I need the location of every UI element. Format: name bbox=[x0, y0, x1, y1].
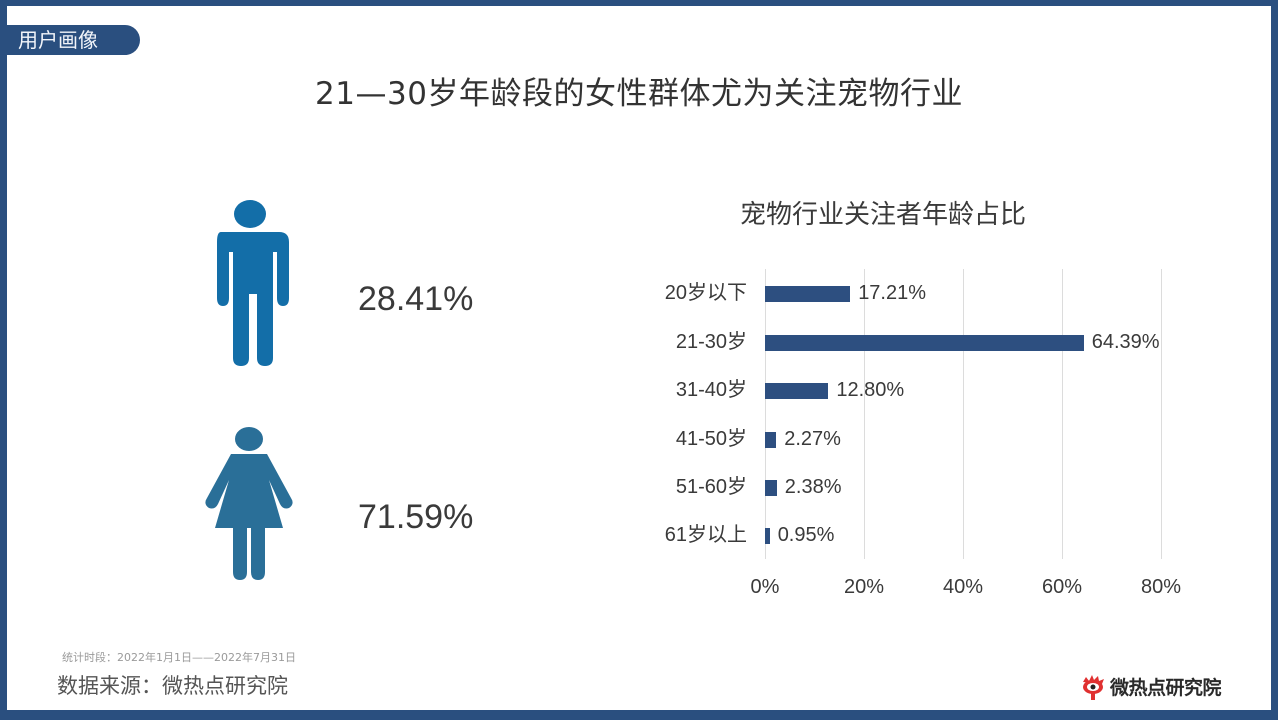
bar bbox=[765, 335, 1084, 351]
value-label: 2.27% bbox=[784, 428, 841, 450]
value-label: 12.80% bbox=[836, 379, 905, 401]
value-label: 64.39% bbox=[1091, 331, 1160, 353]
category-label: 20岁以下 bbox=[664, 282, 747, 304]
section-tag: 用户画像 bbox=[7, 25, 140, 55]
bar bbox=[765, 480, 777, 496]
x-tick: 20% bbox=[843, 576, 885, 598]
category-label: 21-30岁 bbox=[675, 331, 747, 353]
category-label: 51-60岁 bbox=[675, 476, 747, 498]
bar bbox=[765, 432, 777, 448]
page-title: 21—30岁年龄段的女性群体尤为关注宠物行业 bbox=[315, 76, 963, 112]
gridline bbox=[1161, 269, 1162, 559]
category-label: 41-50岁 bbox=[675, 428, 747, 450]
gridline bbox=[864, 269, 865, 559]
gridline bbox=[765, 269, 766, 559]
male-percent: 28.41% bbox=[358, 280, 474, 318]
bar-row: 51-60岁 2.38% bbox=[627, 472, 1207, 502]
category-label: 31-40岁 bbox=[675, 379, 747, 401]
x-tick: 80% bbox=[1140, 576, 1182, 598]
gridline bbox=[1062, 269, 1063, 559]
bar bbox=[765, 286, 851, 302]
age-bar-chart: 20岁以下 17.21% 21-30岁 64.39% 31-40岁 12.80% 41-50… bbox=[627, 264, 1207, 614]
x-tick: 40% bbox=[942, 576, 984, 598]
chart-title: 宠物行业关注者年龄占比 bbox=[740, 200, 1027, 230]
bar-row: 41-50岁 2.27% bbox=[627, 424, 1207, 454]
stat-period: 统计时段：2022年1月1日——2022年7月31日 bbox=[62, 651, 296, 664]
bar bbox=[765, 528, 770, 544]
bar-row: 20岁以下 17.21% bbox=[627, 278, 1207, 308]
category-label: 61岁以上 bbox=[664, 524, 747, 546]
slide: 用户画像 21—30岁年龄段的女性群体尤为关注宠物行业 28.41% 71.59… bbox=[7, 6, 1271, 710]
bar bbox=[765, 383, 829, 399]
value-label: 2.38% bbox=[784, 476, 842, 498]
gridline bbox=[963, 269, 964, 559]
bar-row: 21-30岁 64.39% bbox=[627, 327, 1207, 357]
x-tick: 60% bbox=[1041, 576, 1083, 598]
female-person-icon bbox=[205, 427, 293, 580]
value-label: 0.95% bbox=[777, 524, 835, 546]
value-label: 17.21% bbox=[858, 282, 927, 304]
male-person-icon bbox=[217, 200, 289, 366]
bar-row: 61岁以上 0.95% bbox=[627, 520, 1207, 550]
bar-row: 31-40岁 12.80% bbox=[627, 375, 1207, 405]
data-source: 数据来源：微热点研究院 bbox=[57, 674, 288, 698]
x-tick: 0% bbox=[750, 576, 780, 598]
female-percent: 71.59% bbox=[358, 498, 474, 536]
brand-name: 微热点研究院 bbox=[1110, 677, 1222, 699]
eye-logo-icon bbox=[1083, 674, 1104, 700]
brand-logo: 微热点研究院 bbox=[1080, 673, 1222, 700]
